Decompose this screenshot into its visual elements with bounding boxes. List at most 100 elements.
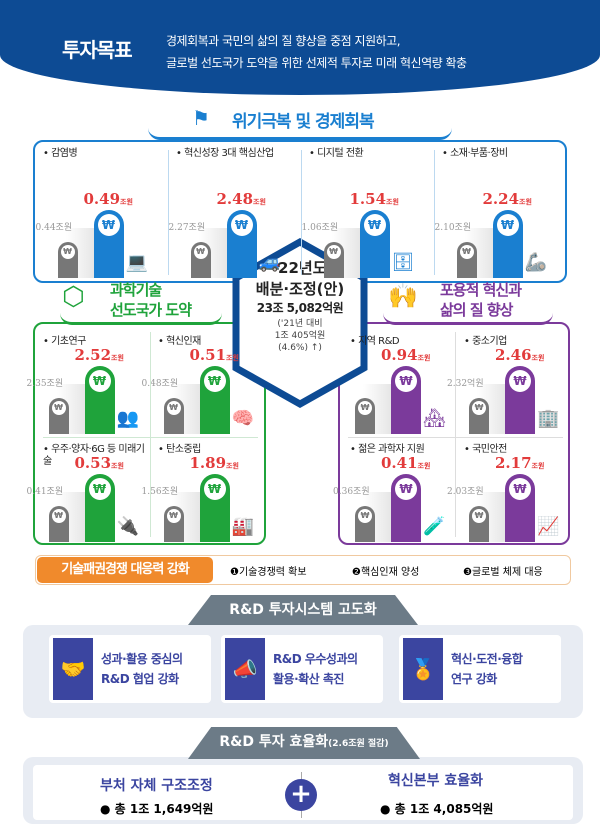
right-value: ● 총 1조 4,085억원 xyxy=(380,802,494,816)
system-item-3-line-2: 연구 강화 xyxy=(451,672,497,686)
current-value: 2.46조원 xyxy=(495,346,545,364)
won-coin-icon: ₩ xyxy=(358,509,372,523)
handshake-icon: 🤝 xyxy=(53,638,93,700)
won-coin-icon: ₩ xyxy=(193,245,208,259)
previous-value: 1.06조원 xyxy=(301,223,339,233)
current-value: 0.53조원 xyxy=(74,454,124,472)
center-hexagon xyxy=(232,238,368,408)
won-coin-icon: ₩ xyxy=(496,214,519,236)
tech-item-2: ❷핵심인재 양성 xyxy=(352,567,420,578)
system-item-3: 🏅 혁신·도전·융합 연구 강화 xyxy=(399,635,561,703)
previous-value: 1.56조원 xyxy=(141,487,179,497)
goal-line-1: 경제회복과 국민의 삶의 질 향상을 중점 지원하고, xyxy=(166,34,401,48)
previous-value: 2.03조원 xyxy=(447,487,484,497)
item-label: • 기초연구 xyxy=(43,336,86,347)
recovery-item-4: • 소재·부품·장비 2.24조원 2.10조원 ₩ ₩ 🦾 xyxy=(434,142,567,282)
won-coin-icon: ₩ xyxy=(51,509,66,523)
efficiency-title-text: R&D 투자 효율화 xyxy=(219,734,329,750)
divider xyxy=(150,332,151,537)
presenter-icon: 📈 xyxy=(537,516,560,537)
right-title: 혁신본부 효율화 xyxy=(388,773,484,789)
item-label: • 디지털 전환 xyxy=(309,148,364,159)
current-bar: ₩ xyxy=(93,210,124,278)
chip-icon: 🔌 xyxy=(116,516,139,537)
science-item-2: • 혁신인재 0.51조원 0.48조원 ₩ ₩ 🧠 xyxy=(142,330,265,438)
item-label: • 감염병 xyxy=(43,148,78,159)
current-value: 1.89조원 xyxy=(189,454,239,472)
center-year: '22년도 xyxy=(273,259,327,277)
center-summary: '22년도 배분·조정(안) 23조 5,082억원 ('21년 대비 1조 4… xyxy=(232,257,368,354)
hands-icon: 🙌 xyxy=(388,282,418,310)
certificate-icon: 🏅 xyxy=(403,638,443,700)
previous-bar: ₩ xyxy=(469,506,489,542)
won-coin-icon: ₩ xyxy=(395,478,417,500)
item-label: • 혁신성장 3대 핵심산업 xyxy=(176,148,274,159)
current-value: 2.52조원 xyxy=(74,346,124,364)
previous-bar: ₩ xyxy=(190,242,211,278)
previous-value: 2.35조원 xyxy=(26,379,64,389)
divider xyxy=(434,150,435,275)
recovery-item-1: • 감염병 0.49조원 0.44조원 ₩ ₩ 💻 xyxy=(35,142,168,282)
office-tree-icon: 🏢 xyxy=(537,408,560,429)
system-title: R&D 투자시스템 고도화 xyxy=(188,595,418,625)
current-value: 0.41조원 xyxy=(381,454,431,472)
current-bar: ₩ xyxy=(391,366,421,434)
previous-value: 2.27조원 xyxy=(168,223,206,233)
item-label: • 혁신인재 xyxy=(158,336,201,347)
science-item-1: • 기초연구 2.52조원 2.35조원 ₩ ₩ 👥 xyxy=(27,330,150,438)
won-coin-icon: ₩ xyxy=(472,401,486,415)
previous-value: 2.10조원 xyxy=(434,223,472,233)
tech-item-1: ❶기술경쟁력 확보 xyxy=(230,567,307,578)
item-label: • 탄소중립 xyxy=(158,444,201,455)
item-label: • 소재·부품·장비 xyxy=(442,148,508,159)
won-coin-icon: ₩ xyxy=(358,401,372,415)
science-item-3: • 우주·양자·6G 등 미래기술 0.53조원 0.41조원 ₩ ₩ 🔌 xyxy=(27,438,150,546)
previous-bar: ₩ xyxy=(355,398,375,434)
science-title-1: 과학기술 xyxy=(110,281,162,299)
flag-people-icon: ⚑ xyxy=(192,106,210,130)
won-coin-icon: ₩ xyxy=(97,214,120,236)
previous-bar: ₩ xyxy=(469,398,489,434)
recovery-item-2: • 혁신성장 3대 핵심산업 2.48조원 2.27조원 ₩ ₩ 🚙 xyxy=(168,142,301,282)
previous-value: 0.48조원 xyxy=(141,379,179,389)
previous-bar: ₩ xyxy=(48,398,69,434)
goal-line-2: 글로벌 선도국가 도약을 위한 선제적 투자로 미래 혁신역량 확충 xyxy=(166,56,467,70)
tech-item-3: ❸글로벌 체제 대응 xyxy=(463,567,543,578)
science-title-2: 선도국가 도약 xyxy=(110,301,192,319)
previous-bar: ₩ xyxy=(355,506,375,542)
current-value: 0.94조원 xyxy=(381,346,431,364)
current-bar: ₩ xyxy=(226,210,257,278)
factory-leaf-icon: 🏭 xyxy=(231,516,254,537)
won-coin-icon: ₩ xyxy=(459,245,474,259)
item-label: • 중소기업 xyxy=(464,336,507,347)
electric-car-icon: 🚙 xyxy=(258,252,281,273)
won-coin-icon: ₩ xyxy=(509,370,531,392)
won-coin-icon: ₩ xyxy=(472,509,486,523)
won-coin-icon: ₩ xyxy=(51,401,66,415)
divider xyxy=(348,437,563,438)
previous-value: 0.41조원 xyxy=(26,487,64,497)
divider xyxy=(455,332,456,537)
current-value: 1.54조원 xyxy=(349,190,399,208)
won-coin-icon: ₩ xyxy=(509,478,531,500)
won-coin-icon: ₩ xyxy=(88,370,111,392)
divider xyxy=(301,150,302,275)
megaphone-icon: 📣 xyxy=(225,638,265,700)
people-hand-icon: 👥 xyxy=(116,408,139,429)
current-bar: ₩ xyxy=(359,210,390,278)
left-title: 부처 자체 구조조정 xyxy=(100,778,213,794)
won-coin-icon: ₩ xyxy=(60,245,75,259)
system-item-1: 🤝 성과·활용 중심의 R&D 협업 강화 xyxy=(49,635,211,703)
divider xyxy=(43,437,258,438)
previous-value: 0.36조원 xyxy=(333,487,370,497)
science-item-4: • 탄소중립 1.89조원 1.56조원 ₩ ₩ 🏭 xyxy=(142,438,265,546)
item-label: • 국민안전 xyxy=(464,444,507,455)
item-label: • 젊은 과학자 지원 xyxy=(350,444,425,455)
system-item-1-line-1: 성과·활용 중심의 xyxy=(101,652,183,666)
won-coin-icon: ₩ xyxy=(203,370,226,392)
previous-value: 2.32억원 xyxy=(447,379,484,389)
system-item-2: 📣 R&D 우수성과의 활용·확산 촉진 xyxy=(221,635,383,703)
won-coin-icon: ₩ xyxy=(88,478,111,500)
center-cmp-1: ('21년 대비 xyxy=(277,319,323,329)
laptop-icon: 💻 xyxy=(125,252,148,273)
